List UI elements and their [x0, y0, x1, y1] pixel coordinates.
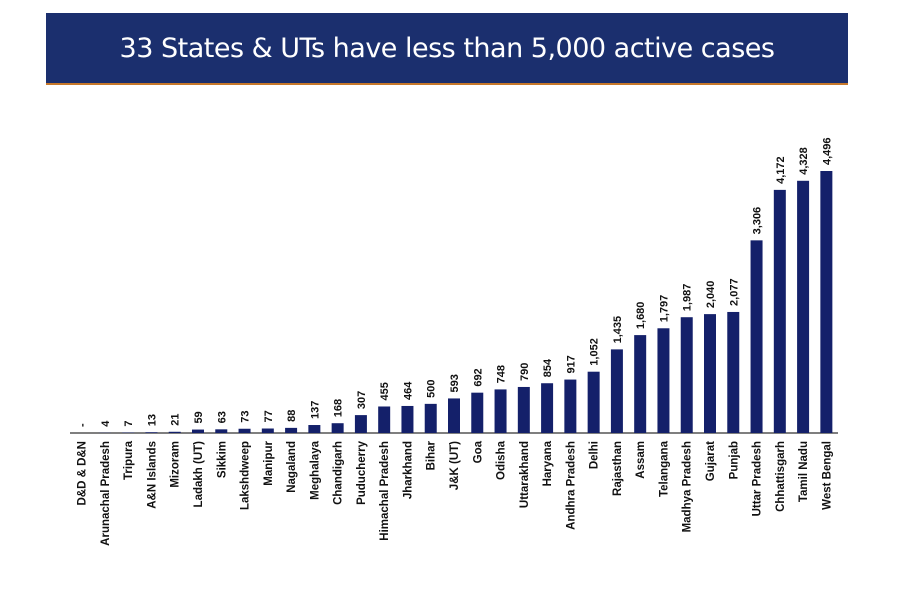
bar: [494, 389, 507, 433]
category-tick-label: Ladakh (UT): [193, 441, 205, 508]
data-label: 4,328: [798, 147, 810, 175]
category-tick-label: Bihar: [426, 440, 438, 470]
category-tick-label: Tripura: [123, 440, 135, 480]
data-label: 307: [356, 391, 368, 409]
category-tick-label: Nagaland: [286, 441, 298, 493]
data-label: 7: [123, 420, 135, 426]
category-tick-label: Delhi: [589, 441, 601, 469]
category-tick-label: Arunachal Pradesh: [100, 441, 112, 546]
bar: [657, 328, 670, 433]
data-label: 21: [170, 414, 182, 426]
data-label: 13: [146, 414, 158, 426]
category-tick-label: Sikkim: [216, 441, 228, 478]
data-label: 917: [565, 355, 577, 373]
category-tick-label: Mizoram: [170, 441, 182, 488]
data-label: 1,435: [612, 316, 624, 344]
bar: [564, 379, 577, 433]
category-tick-label: D&D & D&N: [77, 441, 89, 506]
data-label: 854: [542, 358, 554, 377]
bar: [471, 392, 484, 433]
data-label: 790: [519, 363, 531, 381]
data-label: 500: [426, 380, 438, 398]
bar: [517, 386, 530, 433]
data-label: 63: [216, 411, 228, 423]
category-tick-label: Gujarat: [705, 441, 717, 481]
category-tick-label: Chandigarh: [333, 441, 345, 505]
bar: [541, 383, 554, 433]
bar: [215, 429, 228, 433]
data-label: 3,306: [752, 207, 764, 235]
data-label: 1,680: [635, 302, 647, 330]
data-label: 4,496: [821, 137, 833, 165]
bar: [354, 415, 367, 433]
category-tick-label: Andhra Pradesh: [565, 441, 577, 530]
data-label: 464: [402, 381, 414, 400]
data-label: 137: [309, 401, 321, 419]
category-tick-label: Uttar Pradesh: [752, 441, 764, 516]
data-label: 455: [379, 382, 391, 400]
data-label: 73: [240, 411, 252, 423]
bar: [192, 429, 204, 433]
category-tick-label: J&K (UT): [449, 441, 461, 490]
category-tick-label: Rajasthan: [612, 441, 624, 496]
data-label: 748: [496, 365, 508, 383]
category-tick-label: Chhattisgarh: [775, 441, 787, 512]
category-tick-label: Odisha: [496, 440, 508, 480]
bar: [261, 428, 274, 433]
bar: [378, 406, 391, 433]
bar: [238, 428, 251, 433]
bar: [750, 240, 763, 433]
data-label: 4: [100, 420, 112, 427]
category-tick-label: A&N Islands: [146, 441, 158, 509]
data-label: 59: [193, 411, 205, 423]
category-tick-label: Manipur: [263, 440, 275, 485]
bar: [168, 431, 181, 433]
data-label: 1,797: [658, 295, 670, 323]
bar: [331, 423, 344, 433]
category-tick-label: Meghalaya: [309, 440, 321, 499]
category-tick-label: Telangana: [658, 440, 670, 497]
data-label: 168: [333, 399, 345, 417]
category-tick-label: Madhya Pradesh: [682, 441, 694, 532]
bar: [401, 405, 414, 433]
data-label: 88: [286, 410, 298, 422]
data-label: 593: [449, 374, 461, 392]
category-tick-label: West Bengal: [821, 441, 833, 510]
category-tick-label: Assam: [635, 441, 647, 479]
category-tick-label: Himachal Pradesh: [379, 441, 391, 541]
bar: [634, 335, 647, 433]
bar: [448, 398, 460, 433]
bar: [145, 432, 158, 433]
data-label: 692: [472, 368, 484, 386]
category-tick-label: Lakshdweep: [240, 441, 252, 510]
title-banner: 33 States & UTs have less than 5,000 act…: [46, 13, 848, 85]
bar: [773, 189, 786, 433]
data-label: 4,172: [775, 156, 787, 184]
bar: [308, 425, 321, 433]
category-tick-label: Goa: [472, 440, 484, 463]
data-label: -: [77, 423, 89, 427]
category-tick-label: Uttarakhand: [519, 441, 531, 508]
category-tick-label: Punjab: [728, 441, 740, 479]
data-label: 1,987: [682, 284, 694, 312]
bar: [727, 311, 740, 433]
bar: [680, 317, 693, 433]
bar: [797, 180, 810, 433]
category-tick-label: Tamil Nadu: [798, 441, 810, 502]
data-label: 77: [263, 410, 275, 422]
bar: [610, 349, 623, 433]
bar: [704, 314, 716, 433]
bar: [820, 171, 833, 433]
chart-title: 33 States & UTs have less than 5,000 act…: [119, 32, 775, 64]
bar: [424, 403, 437, 433]
category-tick-label: Puducherry: [356, 440, 368, 505]
data-label: 2,040: [705, 281, 717, 309]
bar: [285, 427, 298, 433]
data-label: 1,052: [589, 338, 601, 366]
category-tick-label: Jharkhand: [402, 441, 414, 499]
data-label: 2,077: [728, 278, 740, 306]
bar: [587, 371, 600, 433]
category-tick-label: Haryana: [542, 440, 554, 486]
